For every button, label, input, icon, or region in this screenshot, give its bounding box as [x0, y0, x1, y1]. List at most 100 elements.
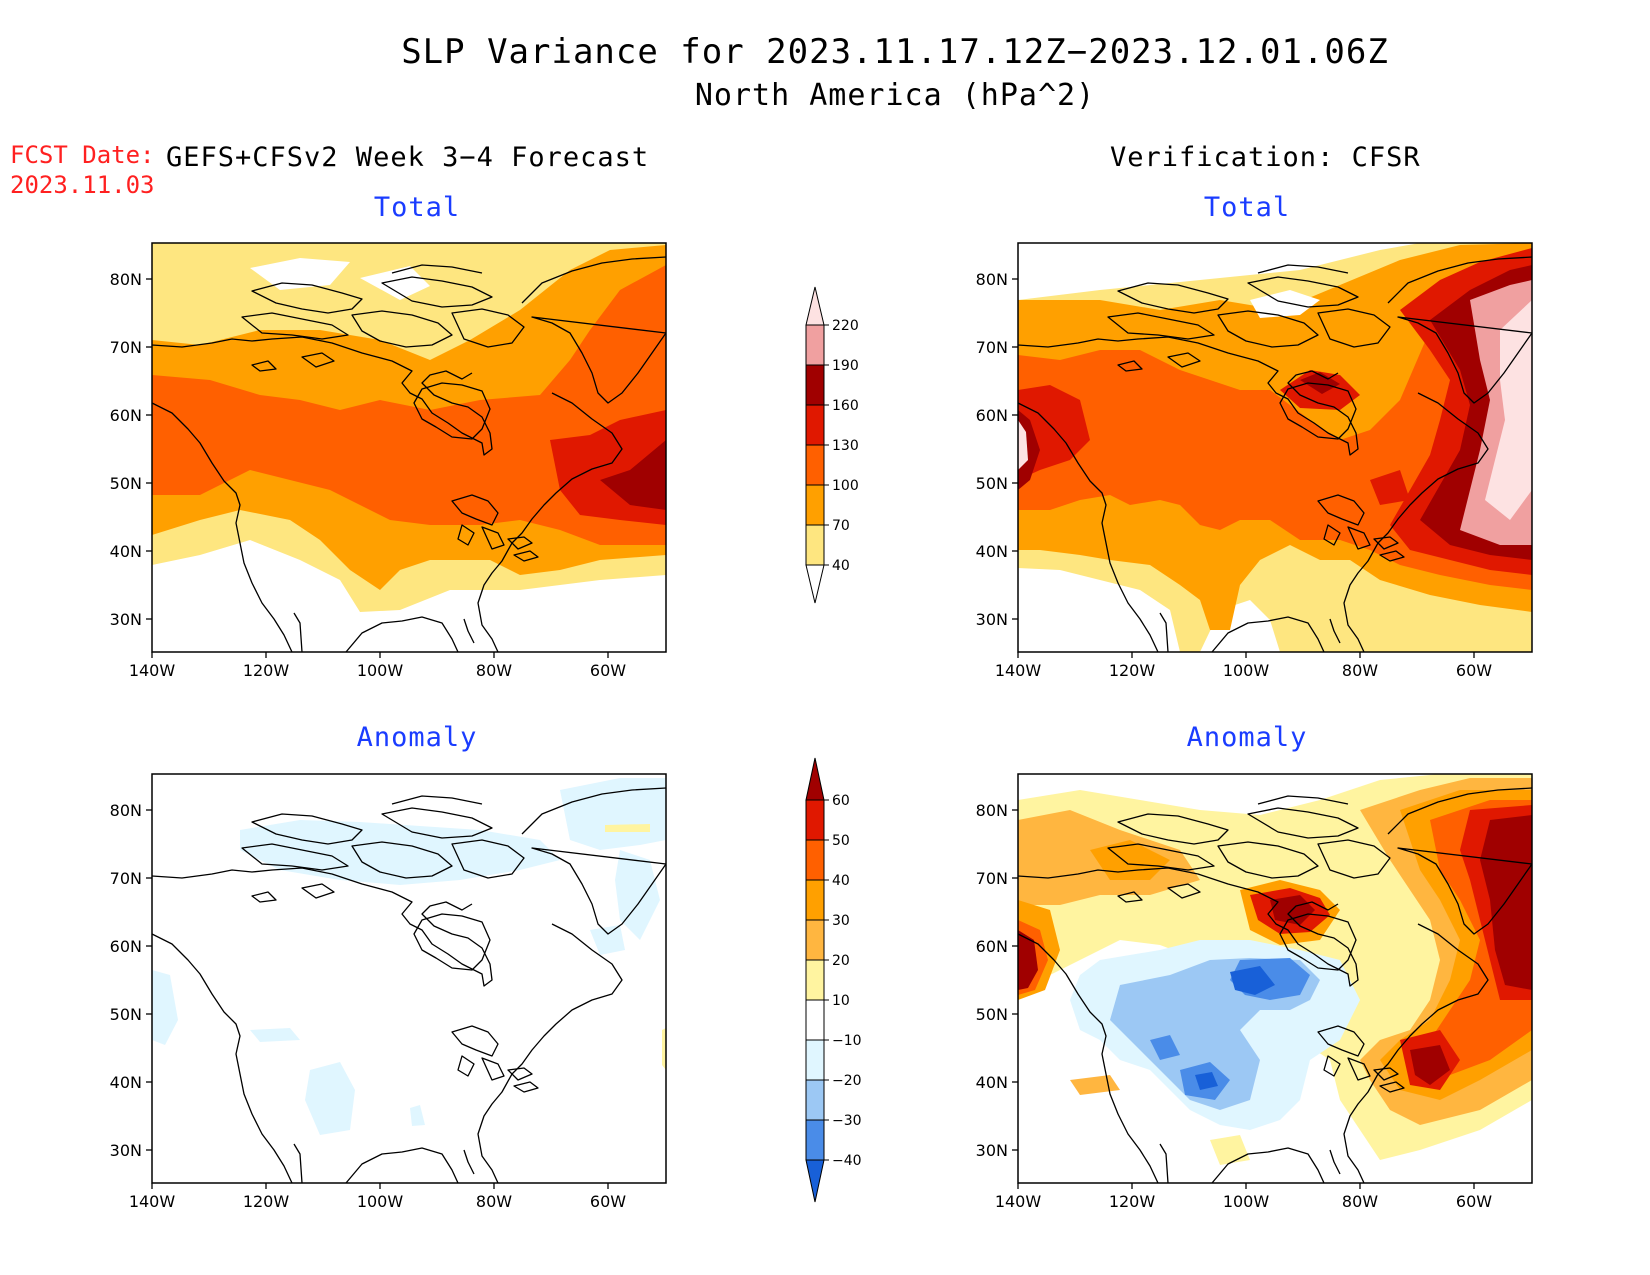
lat-label: 40N	[976, 1073, 1008, 1092]
colorbar-label: 220	[832, 318, 859, 334]
forecast-date-label: FCST Date:	[10, 141, 155, 169]
lat-label: 40N	[110, 1073, 142, 1092]
lat-label: 30N	[976, 610, 1008, 629]
colorbar-label: 190	[832, 358, 859, 374]
anomaly-colorbar: 60 50 40 30 20 10 −10 −20 −30 −40	[805, 757, 862, 1203]
lon-label: 100W	[357, 1192, 404, 1211]
forecast-anomaly-frame	[151, 773, 667, 1184]
verification-total-map	[1018, 243, 1532, 652]
colorbar-label: 100	[832, 478, 859, 494]
lat-label: 60N	[976, 937, 1008, 956]
forecast-anomaly-map	[152, 774, 666, 1183]
anomaly-swatch	[805, 959, 825, 1001]
colorbar-swatch	[805, 324, 825, 366]
lon-label: 80W	[1342, 661, 1378, 680]
lat-label: 70N	[976, 869, 1008, 888]
anomaly-colorbar-label: 50	[832, 833, 850, 849]
anomaly-colorbar-label: −10	[832, 1033, 862, 1049]
lat-label: 70N	[110, 869, 142, 888]
colorbar-label: 40	[832, 558, 850, 574]
lon-label: 60W	[590, 1192, 626, 1211]
anomaly-swatch	[805, 839, 825, 881]
lat-label: 40N	[110, 542, 142, 561]
anomaly-colorbar-label: 10	[832, 993, 850, 1009]
lat-label: 60N	[110, 937, 142, 956]
lon-label: 140W	[995, 1192, 1042, 1211]
lat-label: 60N	[110, 406, 142, 425]
forecast-total-frame	[151, 242, 667, 653]
anomaly-swatch	[805, 919, 825, 961]
model-label: GEFS+CFSv2 Week 3−4 Forecast	[166, 142, 650, 173]
anomaly-colorbar-label: −20	[832, 1073, 862, 1089]
verification-anomaly-frame	[1017, 773, 1533, 1184]
colorbar-label: 160	[832, 398, 859, 414]
lon-label: 100W	[357, 661, 404, 680]
anomaly-colorbar-label: 40	[832, 873, 850, 889]
lat-label: 60N	[976, 406, 1008, 425]
lon-label: 100W	[1223, 661, 1270, 680]
forecast-date-block: FCST Date: 2023.11.03	[10, 140, 155, 200]
colorbar-tip-top	[805, 286, 825, 326]
lon-label: 140W	[129, 1192, 176, 1211]
lon-label: 60W	[590, 661, 626, 680]
anomaly-colorbar-label: 30	[832, 913, 850, 929]
lat-label: 50N	[976, 474, 1008, 493]
main-title: SLP Variance for 2023.11.17.12Z−2023.12.…	[401, 32, 1389, 72]
colorbar-label: 70	[832, 518, 850, 534]
lon-label: 60W	[1456, 661, 1492, 680]
lat-label: 30N	[976, 1141, 1008, 1160]
lat-label: 50N	[110, 474, 142, 493]
lon-label: 140W	[129, 661, 176, 680]
anomaly-swatch	[805, 999, 825, 1041]
colorbar-swatch	[805, 404, 825, 446]
colorbar-swatch	[805, 444, 825, 486]
axes-layer: 80N 70N 60N 50N 40N 30N 140W 120W 100W 80W 60W 80N 7…	[110, 270, 1493, 1211]
lat-label: 30N	[110, 1141, 142, 1160]
colorbar-swatch	[805, 364, 825, 406]
lon-label: 80W	[476, 1192, 512, 1211]
verification-anomaly-title: Anomaly	[1186, 722, 1308, 753]
forecast-date-value: 2023.11.03	[10, 171, 155, 199]
lat-label: 70N	[976, 338, 1008, 357]
anomaly-swatch	[805, 1039, 825, 1081]
verification-total-title: Total	[1203, 192, 1291, 223]
anomaly-tip-bottom	[805, 1159, 825, 1203]
lon-label: 120W	[1109, 661, 1156, 680]
lat-label: 80N	[976, 801, 1008, 820]
anomaly-colorbar-label: −40	[832, 1153, 862, 1169]
colorbar-tip-bottom	[805, 564, 825, 604]
anomaly-swatch	[805, 1119, 825, 1161]
lat-label: 50N	[110, 1005, 142, 1024]
lat-label: 30N	[110, 610, 142, 629]
anomaly-colorbar-label: 20	[832, 953, 850, 969]
anomaly-swatch	[805, 879, 825, 921]
main-subtitle: North America (hPa^2)	[694, 78, 1096, 113]
anomaly-tip-top	[805, 757, 825, 801]
lat-label: 50N	[976, 1005, 1008, 1024]
colorbar-swatch	[805, 524, 825, 566]
verification-total-frame	[1017, 242, 1533, 653]
verification-anomaly-map	[1018, 774, 1532, 1183]
total-colorbar: 220 190 160 130 100 70 40	[805, 286, 859, 604]
lon-label: 120W	[243, 1192, 290, 1211]
lon-label: 100W	[1223, 1192, 1270, 1211]
anomaly-colorbar-label: 60	[832, 793, 850, 809]
anomaly-swatch	[805, 1079, 825, 1121]
lon-label: 80W	[476, 661, 512, 680]
lon-label: 120W	[243, 661, 290, 680]
lat-label: 80N	[110, 270, 142, 289]
lon-label: 60W	[1456, 1192, 1492, 1211]
lat-label: 80N	[976, 270, 1008, 289]
verification-label: Verification: CFSR	[1110, 142, 1421, 173]
anomaly-swatch	[805, 799, 825, 841]
lon-label: 80W	[1342, 1192, 1378, 1211]
forecast-total-title: Total	[373, 192, 461, 223]
colorbar-swatch	[805, 484, 825, 526]
lat-label: 80N	[110, 801, 142, 820]
lat-label: 40N	[976, 542, 1008, 561]
forecast-anomaly-title: Anomaly	[356, 722, 478, 753]
colorbar-label: 130	[832, 438, 859, 454]
lon-label: 140W	[995, 661, 1042, 680]
lon-label: 120W	[1109, 1192, 1156, 1211]
